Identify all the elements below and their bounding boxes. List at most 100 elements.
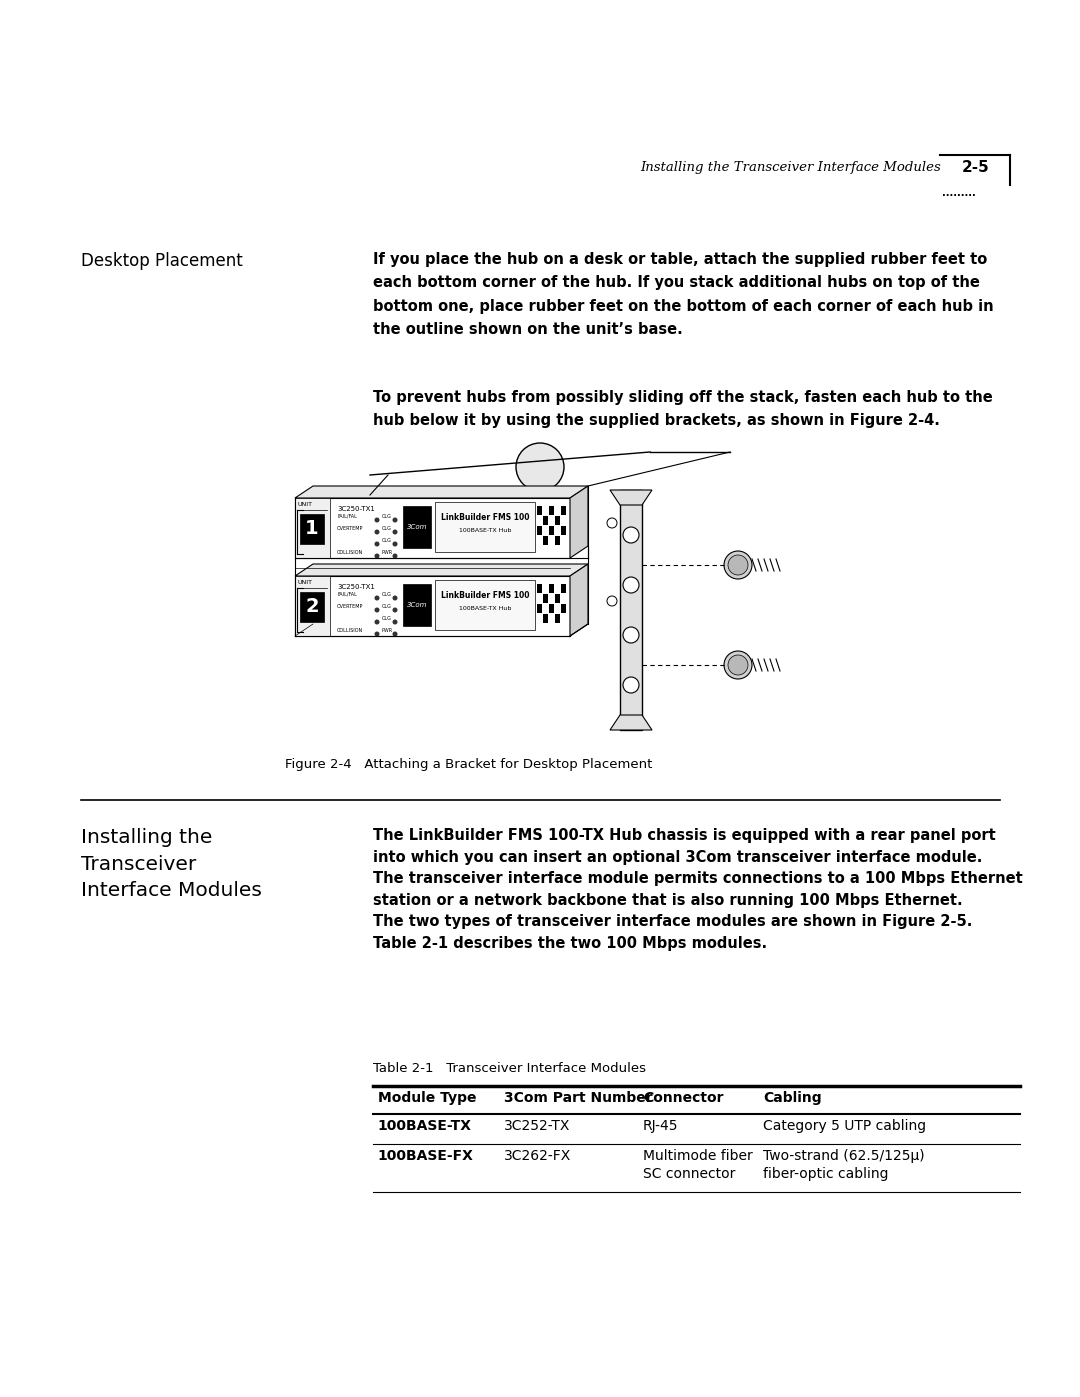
Text: CLG: CLG bbox=[382, 514, 392, 520]
Circle shape bbox=[392, 619, 397, 624]
Bar bbox=[549, 594, 554, 604]
Circle shape bbox=[392, 553, 397, 559]
Text: 3C262-FX: 3C262-FX bbox=[504, 1148, 571, 1162]
Bar bbox=[561, 536, 566, 545]
Text: 2-5: 2-5 bbox=[962, 161, 990, 176]
Circle shape bbox=[375, 529, 379, 535]
Circle shape bbox=[392, 517, 397, 522]
Text: Desktop Placement: Desktop Placement bbox=[81, 251, 243, 270]
Text: To prevent hubs from possibly sliding off the stack, fasten each hub to the
hub : To prevent hubs from possibly sliding of… bbox=[373, 390, 993, 429]
Bar bbox=[403, 584, 431, 626]
Polygon shape bbox=[570, 564, 588, 636]
Bar bbox=[555, 506, 561, 515]
Text: CLG: CLG bbox=[382, 604, 392, 609]
Circle shape bbox=[623, 627, 639, 643]
Text: 3C252-TX: 3C252-TX bbox=[504, 1119, 570, 1133]
Polygon shape bbox=[570, 486, 588, 557]
Bar bbox=[300, 592, 324, 622]
Text: 3C250-TX1: 3C250-TX1 bbox=[337, 584, 375, 590]
Text: 100BASE-TX: 100BASE-TX bbox=[378, 1119, 472, 1133]
Text: 3Com: 3Com bbox=[407, 524, 428, 529]
Bar bbox=[561, 515, 566, 525]
Bar bbox=[537, 594, 542, 604]
Text: Installing the Transceiver Interface Modules: Installing the Transceiver Interface Mod… bbox=[640, 162, 941, 175]
Text: UNIT: UNIT bbox=[297, 580, 312, 585]
Circle shape bbox=[375, 517, 379, 522]
Polygon shape bbox=[295, 486, 588, 497]
Circle shape bbox=[375, 631, 379, 637]
Bar bbox=[543, 515, 548, 525]
Bar bbox=[537, 506, 542, 515]
Bar bbox=[543, 604, 548, 613]
Circle shape bbox=[623, 577, 639, 592]
Text: Two-strand (62.5/125µ)
fiber-optic cabling: Two-strand (62.5/125µ) fiber-optic cabli… bbox=[762, 1148, 924, 1182]
Text: UNIT: UNIT bbox=[297, 502, 312, 507]
Bar bbox=[549, 584, 554, 592]
Bar bbox=[555, 584, 561, 592]
Text: ·········: ········· bbox=[942, 191, 975, 201]
Bar bbox=[555, 515, 561, 525]
Bar bbox=[549, 604, 554, 613]
Bar bbox=[543, 594, 548, 604]
Bar bbox=[555, 594, 561, 604]
Text: Cabling: Cabling bbox=[762, 1091, 822, 1105]
Text: LinkBuilder FMS 100: LinkBuilder FMS 100 bbox=[441, 514, 529, 522]
Text: 2: 2 bbox=[306, 598, 319, 616]
Circle shape bbox=[724, 550, 752, 578]
Bar bbox=[561, 584, 566, 592]
Bar bbox=[537, 536, 542, 545]
Bar bbox=[561, 506, 566, 515]
Text: 1: 1 bbox=[306, 520, 319, 538]
Bar bbox=[543, 536, 548, 545]
Circle shape bbox=[392, 595, 397, 601]
Bar bbox=[549, 536, 554, 545]
Circle shape bbox=[623, 678, 639, 693]
Circle shape bbox=[623, 527, 639, 543]
Circle shape bbox=[516, 443, 564, 490]
Circle shape bbox=[375, 542, 379, 546]
Circle shape bbox=[375, 608, 379, 612]
Text: CLG: CLG bbox=[382, 527, 392, 531]
Bar bbox=[295, 497, 570, 557]
Circle shape bbox=[392, 542, 397, 546]
Text: 100BASE-TX Hub: 100BASE-TX Hub bbox=[459, 528, 511, 532]
Text: PWR: PWR bbox=[382, 550, 393, 555]
Text: 3Com Part Number: 3Com Part Number bbox=[504, 1091, 652, 1105]
Circle shape bbox=[392, 529, 397, 535]
Circle shape bbox=[607, 597, 617, 606]
Text: LinkBuilder FMS 100: LinkBuilder FMS 100 bbox=[441, 591, 529, 601]
Bar bbox=[435, 502, 535, 552]
Bar bbox=[403, 506, 431, 548]
Text: Category 5 UTP cabling: Category 5 UTP cabling bbox=[762, 1119, 926, 1133]
Circle shape bbox=[728, 555, 748, 576]
Text: 100BASE-FX: 100BASE-FX bbox=[378, 1148, 473, 1162]
Bar bbox=[537, 584, 542, 592]
Text: OVERTEMP: OVERTEMP bbox=[337, 527, 363, 531]
Text: COLLISION: COLLISION bbox=[337, 629, 363, 633]
Text: Multimode fiber
SC connector: Multimode fiber SC connector bbox=[643, 1148, 753, 1182]
Text: COLLISION: COLLISION bbox=[337, 550, 363, 555]
Text: Connector: Connector bbox=[643, 1091, 724, 1105]
Circle shape bbox=[375, 619, 379, 624]
Text: CLG: CLG bbox=[382, 592, 392, 597]
Bar bbox=[537, 615, 542, 623]
Text: Installing the
Transceiver
Interface Modules: Installing the Transceiver Interface Mod… bbox=[81, 828, 261, 900]
Bar bbox=[537, 604, 542, 613]
Bar bbox=[561, 527, 566, 535]
Text: Figure 2-4   Attaching a Bracket for Desktop Placement: Figure 2-4 Attaching a Bracket for Deskt… bbox=[285, 759, 652, 771]
Text: 100BASE-TX Hub: 100BASE-TX Hub bbox=[459, 605, 511, 610]
Text: 3C250-TX1: 3C250-TX1 bbox=[337, 506, 375, 511]
Circle shape bbox=[607, 518, 617, 528]
Bar bbox=[543, 584, 548, 592]
Bar bbox=[543, 615, 548, 623]
Text: FAIL/FAL: FAIL/FAL bbox=[337, 592, 356, 597]
Bar bbox=[549, 615, 554, 623]
Bar bbox=[555, 604, 561, 613]
Text: RJ-45: RJ-45 bbox=[643, 1119, 678, 1133]
Bar bbox=[620, 490, 642, 731]
Bar bbox=[555, 615, 561, 623]
Circle shape bbox=[392, 608, 397, 612]
Bar bbox=[549, 515, 554, 525]
Bar bbox=[561, 615, 566, 623]
Text: The LinkBuilder FMS 100-TX Hub chassis is equipped with a rear panel port
into w: The LinkBuilder FMS 100-TX Hub chassis i… bbox=[373, 828, 1023, 951]
